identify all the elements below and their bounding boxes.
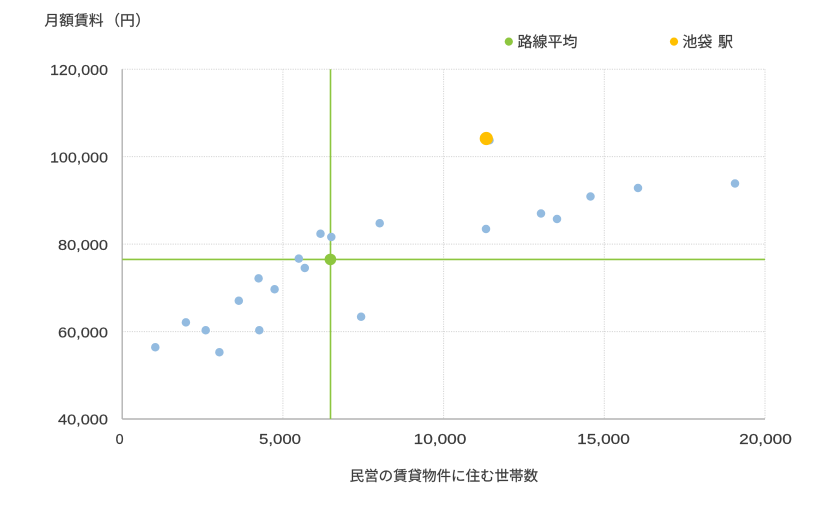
svg-text:20,000: 20,000 (739, 432, 792, 448)
svg-text:120,000: 120,000 (50, 63, 108, 79)
svg-text:10,000: 10,000 (414, 432, 467, 448)
svg-text:40,000: 40,000 (58, 413, 108, 429)
svg-text:100,000: 100,000 (50, 150, 108, 166)
svg-text:0: 0 (116, 432, 124, 448)
svg-text:5,000: 5,000 (259, 432, 301, 448)
svg-text:60,000: 60,000 (58, 325, 108, 341)
svg-text:80,000: 80,000 (58, 238, 108, 254)
svg-text:15,000: 15,000 (577, 432, 630, 448)
